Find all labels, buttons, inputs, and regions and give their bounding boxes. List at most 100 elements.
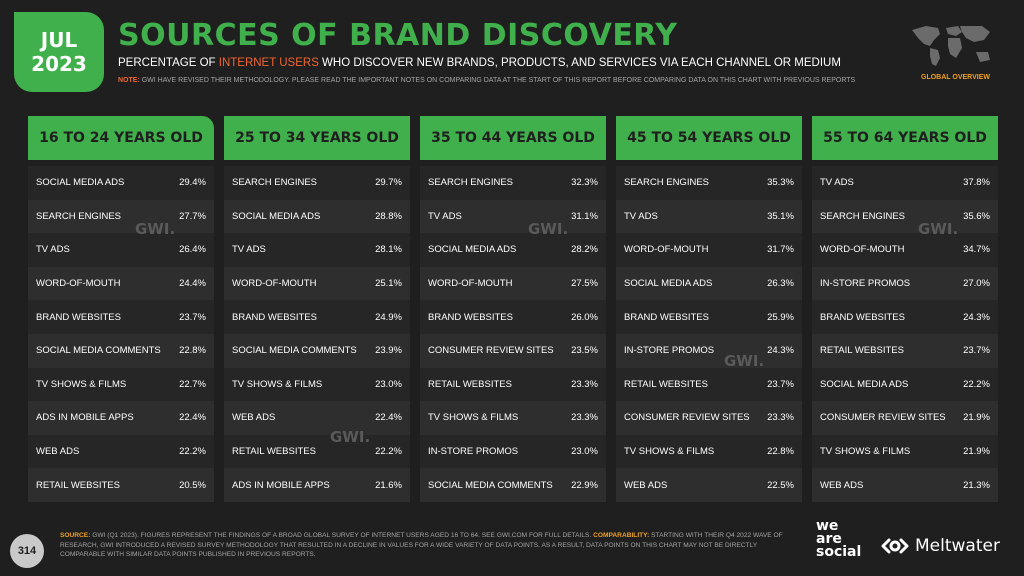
row-value: 24.9% xyxy=(375,312,402,323)
row-label: RETAIL WEBSITES xyxy=(36,480,120,491)
meltwater-wordmark: Meltwater xyxy=(915,536,1000,556)
table-row: SOCIAL MEDIA ADS 29.4% xyxy=(28,166,214,200)
table-row: SOCIAL MEDIA ADS 28.2% xyxy=(420,233,606,267)
row-value: 29.7% xyxy=(375,177,402,188)
page-number: 314 xyxy=(10,534,44,568)
row-label: SOCIAL MEDIA ADS xyxy=(820,379,908,390)
row-label: BRAND WEBSITES xyxy=(232,312,317,323)
gwi-watermark: GWI. xyxy=(724,352,764,370)
table-row: TV ADS 35.1% xyxy=(616,200,802,234)
table-row: BRAND WEBSITES 26.0% xyxy=(420,300,606,334)
date-badge: JUL 2023 xyxy=(14,12,104,92)
row-label: CONSUMER REVIEW SITES xyxy=(428,345,554,356)
row-value: 35.6% xyxy=(963,211,990,222)
table-row: TV SHOWS & FILMS 21.9% xyxy=(812,435,998,469)
table-row: BRAND WEBSITES 23.7% xyxy=(28,300,214,334)
table-row: RETAIL WEBSITES 22.2% xyxy=(224,435,410,469)
row-value: 27.5% xyxy=(571,278,598,289)
row-value: 22.4% xyxy=(179,412,206,423)
table-row: BRAND WEBSITES 24.3% xyxy=(812,300,998,334)
panel-4: 45 TO 54 YEARS OLD SEARCH ENGINES 35.3% TV … xyxy=(616,116,802,502)
panel-header: 35 TO 44 YEARS OLD xyxy=(420,116,606,160)
table-row: SEARCH ENGINES 32.3% xyxy=(420,166,606,200)
note-text: GWI HAVE REVISED THEIR METHODOLOGY. PLEA… xyxy=(140,77,855,84)
table-row: WORD-OF-MOUTH 31.7% xyxy=(616,233,802,267)
row-label: SEARCH ENGINES xyxy=(36,211,121,222)
source-note: SOURCE: GWI (Q1 2023). FIGURES REPRESENT… xyxy=(60,531,800,560)
row-label: TV ADS xyxy=(232,244,266,255)
row-value: 23.3% xyxy=(571,412,598,423)
row-label: WORD-OF-MOUTH xyxy=(624,244,708,255)
table-row: SOCIAL MEDIA ADS 28.8% xyxy=(224,200,410,234)
row-label: WEB ADS xyxy=(36,446,79,457)
row-value: 35.1% xyxy=(767,211,794,222)
world-map-icon xyxy=(908,20,994,70)
row-value: 28.1% xyxy=(375,244,402,255)
table-row: TV SHOWS & FILMS 23.3% xyxy=(420,401,606,435)
meltwater-mark-icon xyxy=(880,537,910,555)
row-label: SOCIAL MEDIA COMMENTS xyxy=(232,345,357,356)
table-row: TV SHOWS & FILMS 23.0% xyxy=(224,368,410,402)
table-row: BRAND WEBSITES 24.9% xyxy=(224,300,410,334)
table-row: IN-STORE PROMOS 23.0% xyxy=(420,435,606,469)
table-row: SOCIAL MEDIA COMMENTS 22.9% xyxy=(420,468,606,502)
badge-year: 2023 xyxy=(31,52,87,76)
row-value: 22.5% xyxy=(767,480,794,491)
gwi-watermark: GWI. xyxy=(135,220,175,238)
table-row: ADS IN MOBILE APPS 22.4% xyxy=(28,401,214,435)
table-row: WEB ADS 22.4% xyxy=(224,401,410,435)
row-value: 23.7% xyxy=(179,312,206,323)
row-value: 23.5% xyxy=(571,345,598,356)
row-value: 23.3% xyxy=(767,412,794,423)
row-label: WEB ADS xyxy=(820,480,863,491)
table-row: TV ADS 37.8% xyxy=(812,166,998,200)
row-label: WORD-OF-MOUTH xyxy=(820,244,904,255)
row-value: 25.9% xyxy=(767,312,794,323)
row-value: 21.9% xyxy=(963,446,990,457)
row-value: 21.9% xyxy=(963,412,990,423)
row-label: TV SHOWS & FILMS xyxy=(624,446,714,457)
table-row: TV ADS 28.1% xyxy=(224,233,410,267)
row-label: WEB ADS xyxy=(232,412,275,423)
row-value: 22.2% xyxy=(963,379,990,390)
row-label: BRAND WEBSITES xyxy=(36,312,121,323)
row-value: 24.3% xyxy=(767,345,794,356)
gwi-watermark: GWI. xyxy=(528,220,568,238)
row-value: 23.3% xyxy=(571,379,598,390)
row-value: 21.6% xyxy=(375,480,402,491)
row-label: SOCIAL MEDIA ADS xyxy=(36,177,124,188)
row-label: ADS IN MOBILE APPS xyxy=(36,412,134,423)
row-label: WORD-OF-MOUTH xyxy=(232,278,316,289)
row-label: SEARCH ENGINES xyxy=(232,177,317,188)
row-value: 25.1% xyxy=(375,278,402,289)
table-row: SEARCH ENGINES 35.6% xyxy=(812,200,998,234)
row-value: 20.5% xyxy=(179,480,206,491)
row-value: 23.0% xyxy=(571,446,598,457)
row-label: SOCIAL MEDIA ADS xyxy=(428,244,516,255)
table-row: SEARCH ENGINES 35.3% xyxy=(616,166,802,200)
row-value: 22.7% xyxy=(179,379,206,390)
row-label: IN-STORE PROMOS xyxy=(820,278,910,289)
row-label: BRAND WEBSITES xyxy=(428,312,513,323)
table-row: CONSUMER REVIEW SITES 21.9% xyxy=(812,401,998,435)
row-value: 27.0% xyxy=(963,278,990,289)
row-value: 26.4% xyxy=(179,244,206,255)
row-label: TV ADS xyxy=(820,177,854,188)
row-value: 27.7% xyxy=(179,211,206,222)
row-label: WEB ADS xyxy=(624,480,667,491)
region-label: GLOBAL OVERVIEW xyxy=(921,74,990,81)
row-label: CONSUMER REVIEW SITES xyxy=(624,412,750,423)
row-label: SEARCH ENGINES xyxy=(428,177,513,188)
row-label: TV ADS xyxy=(624,211,658,222)
row-value: 23.9% xyxy=(375,345,402,356)
row-value: 35.3% xyxy=(767,177,794,188)
row-value: 24.3% xyxy=(963,312,990,323)
row-label: BRAND WEBSITES xyxy=(820,312,905,323)
row-label: TV SHOWS & FILMS xyxy=(428,412,518,423)
panel-1: 16 TO 24 YEARS OLD SOCIAL MEDIA ADS 29.4% S… xyxy=(28,116,214,502)
row-label: SOCIAL MEDIA ADS xyxy=(624,278,712,289)
table-row: WORD-OF-MOUTH 24.4% xyxy=(28,267,214,301)
row-value: 22.2% xyxy=(375,446,402,457)
row-value: 22.4% xyxy=(375,412,402,423)
table-row: WORD-OF-MOUTH 34.7% xyxy=(812,233,998,267)
